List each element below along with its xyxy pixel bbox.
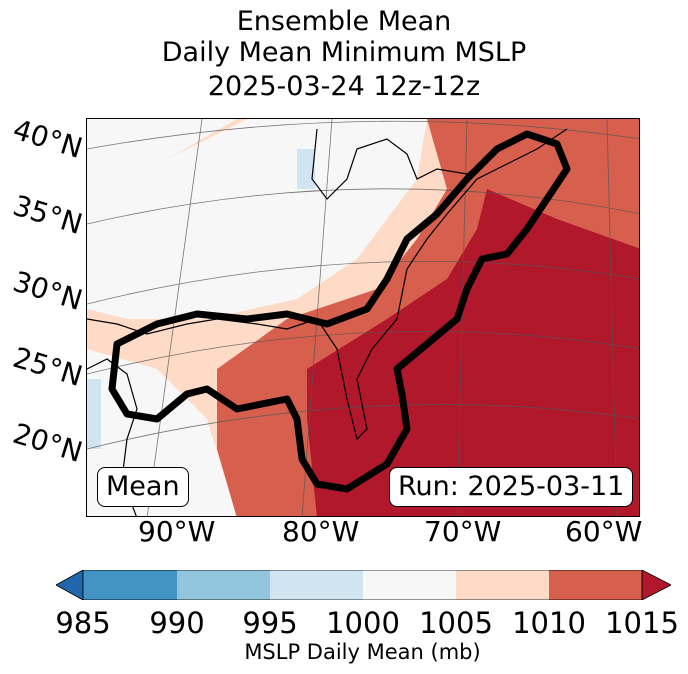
colorbar-bin-985 <box>83 570 177 600</box>
lon-label-70: 70°W <box>424 515 502 548</box>
map-canvas <box>87 119 639 516</box>
colorbar-bin-1010 <box>549 570 642 600</box>
colorbar-label: MSLP Daily Mean (mb) <box>244 640 481 664</box>
colorbar-tick-1015: 1015 <box>605 606 679 640</box>
pressure-patch-low <box>87 379 101 449</box>
colorbar-extend-high <box>641 570 671 600</box>
lat-label-35: 35°N <box>9 188 87 241</box>
colorbar-tick-990: 990 <box>149 606 205 640</box>
colorbar-extend-low <box>56 570 84 600</box>
colorbar-tick-1010: 1010 <box>512 606 586 640</box>
colorbar-tick-985: 985 <box>55 606 111 640</box>
colorbar <box>56 570 671 600</box>
lon-label-90: 90°W <box>138 515 216 548</box>
map-panel: Mean Run: 2025-03-11 <box>86 118 640 517</box>
title-line-2: Daily Mean Minimum MSLP <box>161 37 527 68</box>
colorbar-tick-1005: 1005 <box>419 606 493 640</box>
lon-label-80: 80°W <box>282 515 360 548</box>
colorbar-tick-1000: 1000 <box>326 606 400 640</box>
colorbar-bin-995 <box>270 570 363 600</box>
pressure-band-1015 <box>307 189 639 516</box>
colorbar-bin-990 <box>177 570 270 600</box>
lon-label-60: 60°W <box>565 515 643 548</box>
colorbar-bin-1005 <box>456 570 549 600</box>
ensemble-contour <box>108 130 571 493</box>
lat-label-30: 30°N <box>9 264 87 317</box>
lat-label-40: 40°N <box>9 112 87 165</box>
colorbar-tick-995: 995 <box>242 606 298 640</box>
title-line-1: Ensemble Mean <box>236 6 452 37</box>
mean-badge: Mean <box>97 467 189 507</box>
lat-label-25: 25°N <box>9 340 87 393</box>
colorbar-bin-1000 <box>363 570 456 600</box>
title-line-3: 2025-03-24 12z-12z <box>207 71 481 102</box>
run-badge: Run: 2025-03-11 <box>389 467 634 507</box>
lat-label-20: 20°N <box>9 416 87 469</box>
